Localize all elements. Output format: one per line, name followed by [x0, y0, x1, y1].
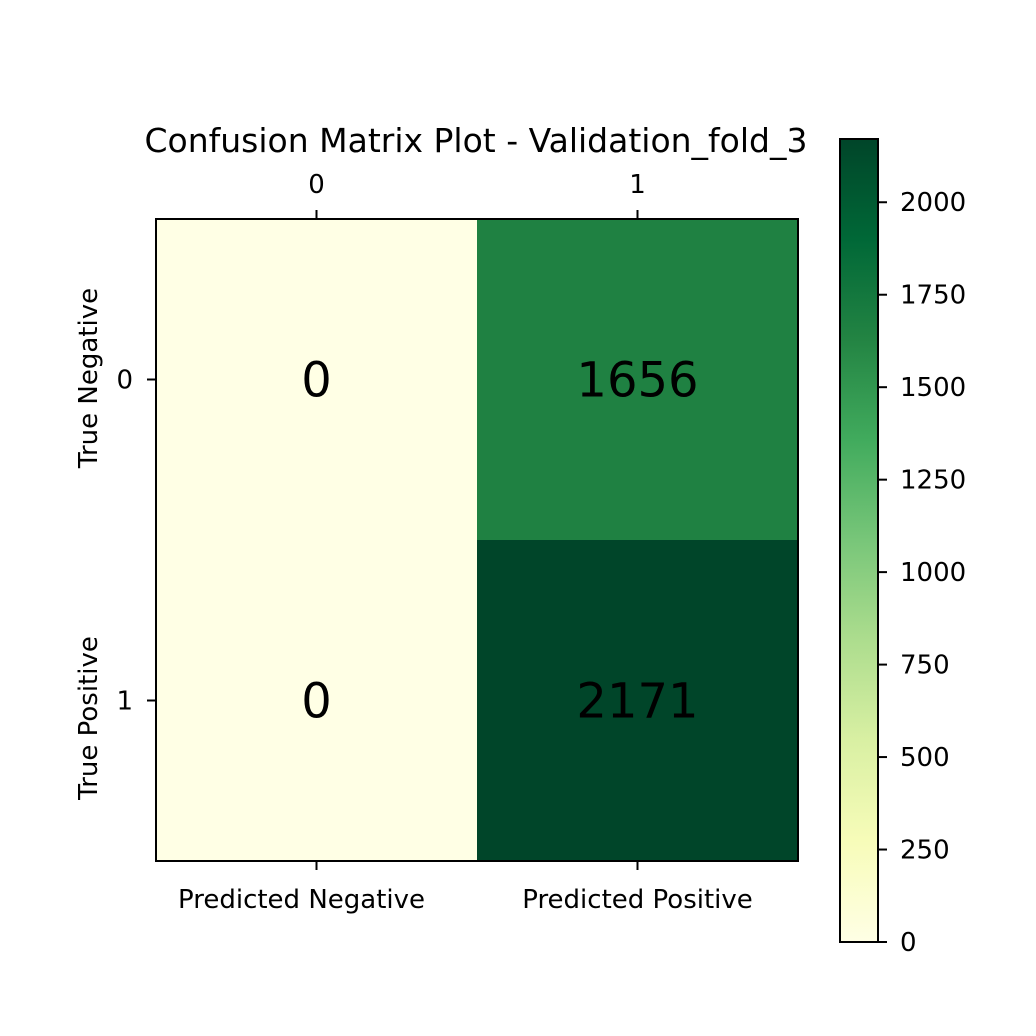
cell-value-labels: 0 1656 0 2171	[301, 353, 698, 730]
cell-r1-c0	[156, 540, 478, 862]
colorbar-tick-label: 250	[900, 836, 950, 866]
colorbar-tick-label: 1500	[900, 373, 966, 403]
row-label-true-negative: True Negative	[74, 288, 104, 469]
cell-label-r0-c0: 0	[301, 353, 332, 409]
left-tick-label: 1	[116, 687, 133, 717]
left-tick-label: 0	[116, 366, 133, 396]
colorbar-tick-label: 1000	[900, 558, 966, 588]
plot-frame	[155, 218, 799, 862]
chart-title: Confusion Matrix Plot - Validation_fold_…	[145, 121, 808, 160]
bottom-tick-label: Predicted Negative	[178, 885, 425, 915]
colorbar: 0 250 500 750 1000 1250 1500 1750 2000	[839, 138, 966, 958]
cell-r0-c1	[477, 219, 799, 541]
cell-label-r0-c1: 1656	[576, 353, 698, 409]
colorbar-tick-label: 1750	[900, 281, 966, 311]
cell-r1-c1	[477, 540, 799, 862]
row-label-true-positive: True Positive	[74, 636, 104, 801]
cell-label-r1-c0: 0	[301, 674, 332, 730]
colorbar-tick-label: 0	[900, 928, 917, 958]
colorbar-frame	[839, 138, 879, 943]
top-tick-label: 1	[629, 170, 646, 200]
colorbar-tick-label: 1250	[900, 466, 966, 496]
heatmap-cells	[156, 219, 799, 862]
top-tick-label: 0	[308, 170, 325, 200]
colorbar-gradient	[840, 139, 878, 942]
colorbar-tick-label: 2000	[900, 188, 966, 218]
axis-ticks: 0 Predicted Negative 0 1 Predicted Positive 1	[116, 170, 752, 915]
colorbar-ticks: 0 250 500 750 1000 1250 1500 1750 2000	[878, 188, 966, 958]
cell-r0-c0	[156, 219, 478, 541]
colorbar-tick-label: 500	[900, 743, 950, 773]
bottom-tick-label: Predicted Positive	[522, 885, 753, 915]
colorbar-tick-label: 750	[900, 651, 950, 681]
cell-label-r1-c1: 2171	[576, 674, 698, 730]
row-labels: True Negative True Positive	[74, 288, 104, 801]
